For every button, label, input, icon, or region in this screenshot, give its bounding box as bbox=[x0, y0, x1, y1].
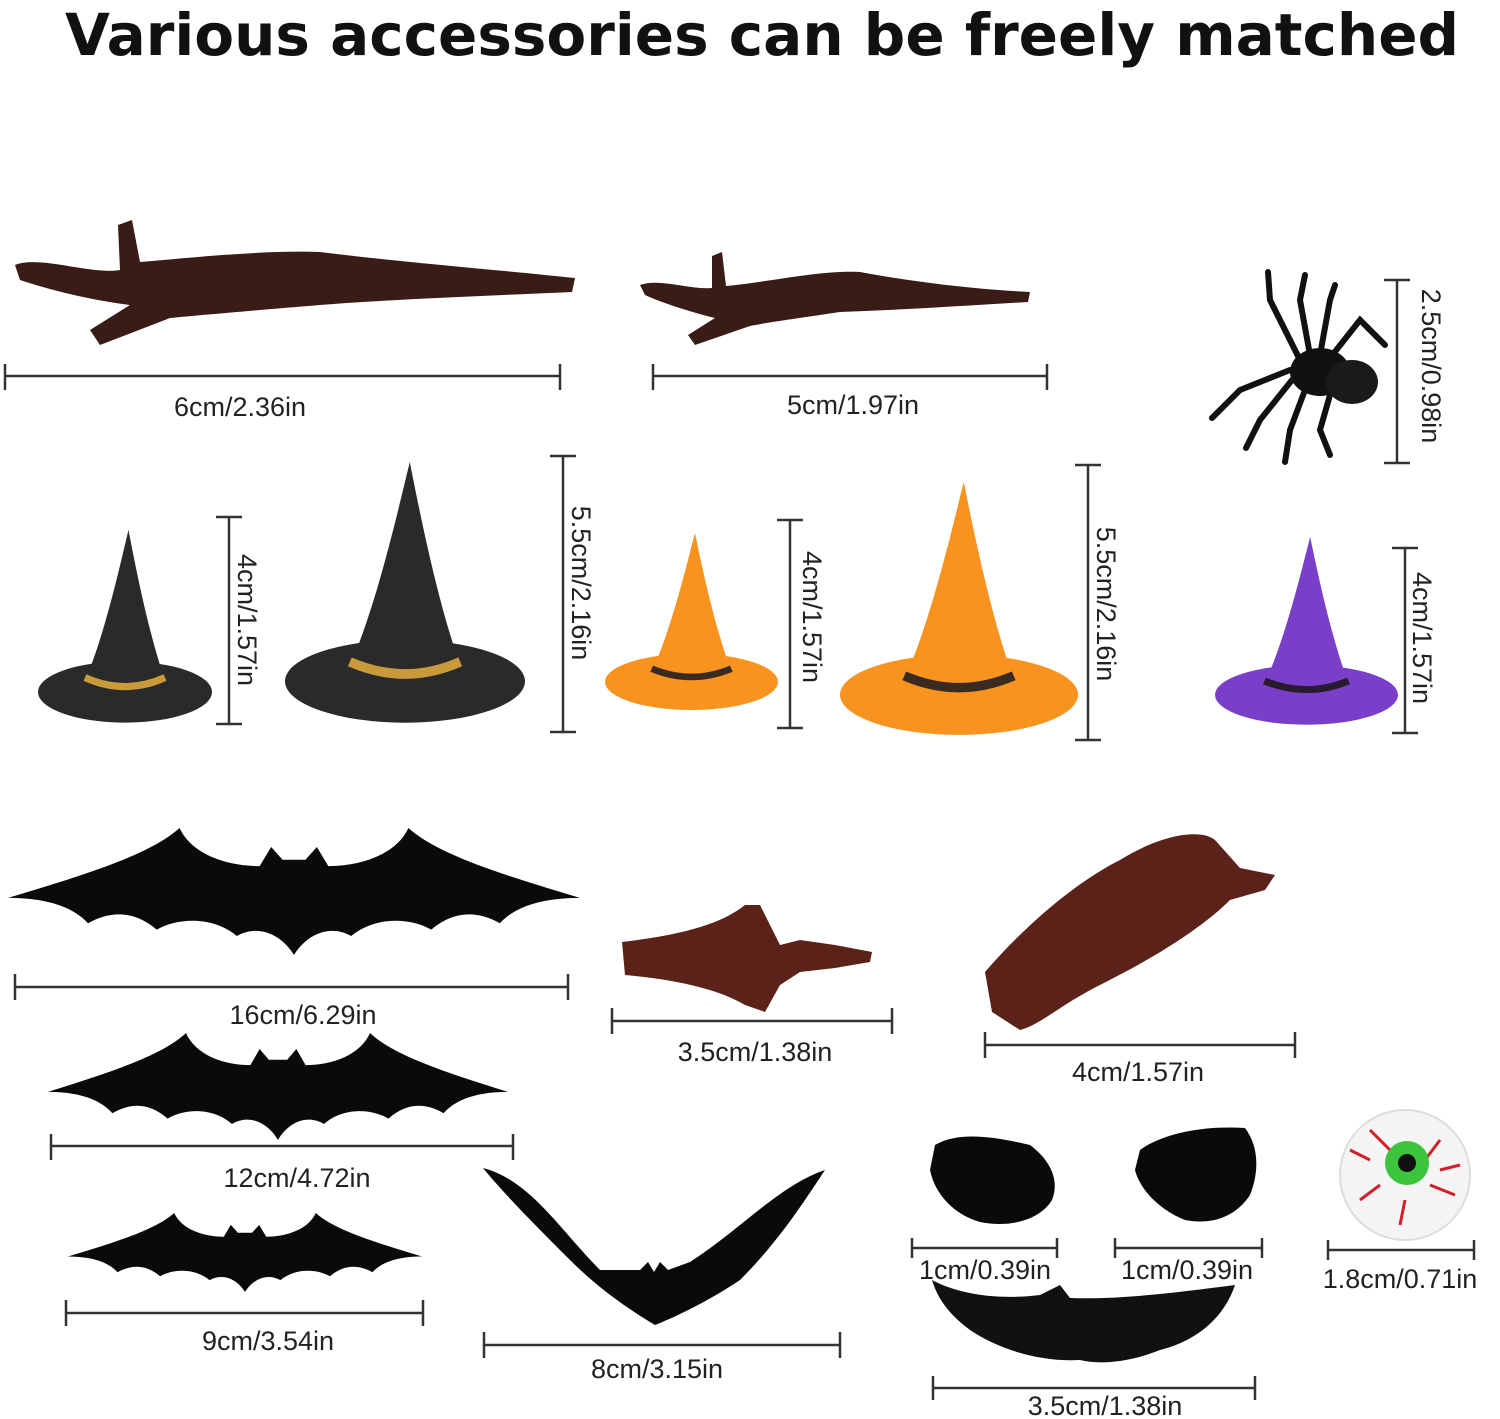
witch-hat-purple bbox=[1215, 537, 1398, 725]
dimension-branch-large: 6cm/2.36in bbox=[3, 364, 562, 422]
witch-hat-black-small bbox=[38, 530, 212, 723]
svg-text:12cm/4.72in: 12cm/4.72in bbox=[223, 1163, 370, 1193]
svg-text:16cm/6.29in: 16cm/6.29in bbox=[229, 1000, 376, 1030]
branch-large bbox=[15, 220, 575, 345]
witch-hat-orange-large bbox=[840, 482, 1078, 735]
page-title: Various accessories can be freely matche… bbox=[65, 1, 1459, 69]
svg-text:6cm/2.36in: 6cm/2.36in bbox=[174, 392, 306, 422]
svg-text:8cm/3.15in: 8cm/3.15in bbox=[591, 1354, 723, 1384]
dimension-bat-8cm: 8cm/3.15in bbox=[482, 1332, 842, 1384]
dimension-hat-orange-small: 4cm/1.57in bbox=[777, 518, 827, 730]
svg-text:5.5cm/2.16in: 5.5cm/2.16in bbox=[1091, 527, 1121, 682]
mouth bbox=[932, 1280, 1235, 1363]
svg-text:1cm/0.39in: 1cm/0.39in bbox=[1121, 1255, 1253, 1285]
dimension-bat-16cm: 16cm/6.29in bbox=[13, 974, 570, 1030]
svg-text:1.8cm/0.71in: 1.8cm/0.71in bbox=[1323, 1264, 1478, 1294]
witch-nose-small bbox=[622, 905, 872, 1012]
svg-text:9cm/3.54in: 9cm/3.54in bbox=[202, 1326, 334, 1356]
eye-right bbox=[1135, 1127, 1257, 1222]
svg-text:3.5cm/1.38in: 3.5cm/1.38in bbox=[678, 1037, 833, 1067]
spider bbox=[1209, 269, 1388, 465]
svg-text:3.5cm/1.38in: 3.5cm/1.38in bbox=[1028, 1391, 1183, 1419]
bat-8cm bbox=[483, 1168, 825, 1325]
bat-12cm bbox=[48, 1033, 508, 1140]
witch-hat-black-large bbox=[285, 462, 525, 723]
branch-small bbox=[640, 252, 1030, 345]
svg-text:4cm/1.57in: 4cm/1.57in bbox=[1072, 1057, 1204, 1087]
svg-text:5cm/1.97in: 5cm/1.97in bbox=[787, 390, 919, 420]
dimension-spider: 2.5cm/0.98in bbox=[1384, 278, 1446, 465]
svg-text:1cm/0.39in: 1cm/0.39in bbox=[919, 1255, 1051, 1285]
eyeball bbox=[1339, 1109, 1471, 1241]
dimension-hat-orange-large: 5.5cm/2.16in bbox=[1075, 463, 1121, 742]
svg-text:2.5cm/0.98in: 2.5cm/0.98in bbox=[1416, 289, 1446, 444]
witch-hat-orange-small bbox=[605, 533, 778, 710]
dimension-hat-black-large: 5.5cm/2.16in bbox=[550, 454, 596, 734]
bat-9cm bbox=[68, 1213, 422, 1292]
eye-left bbox=[930, 1136, 1055, 1224]
svg-text:4cm/1.57in: 4cm/1.57in bbox=[232, 554, 262, 686]
dimension-bat-12cm: 12cm/4.72in bbox=[49, 1134, 515, 1193]
svg-text:4cm/1.57in: 4cm/1.57in bbox=[1407, 572, 1437, 704]
witch-nose-large bbox=[985, 834, 1275, 1030]
bat-16cm bbox=[8, 828, 580, 955]
dimension-nose-large: 4cm/1.57in bbox=[983, 1032, 1297, 1087]
dimension-nose-small: 3.5cm/1.38in bbox=[610, 1008, 894, 1067]
dimension-eye-right: 1cm/0.39in bbox=[1113, 1238, 1264, 1285]
dimension-eye-left: 1cm/0.39in bbox=[910, 1238, 1059, 1285]
dimension-mouth: 3.5cm/1.38in bbox=[931, 1376, 1257, 1419]
dimension-hat-black-small: 4cm/1.57in bbox=[216, 515, 262, 726]
svg-text:5.5cm/2.16in: 5.5cm/2.16in bbox=[566, 506, 596, 661]
dimension-bat-9cm: 9cm/3.54in bbox=[64, 1300, 425, 1356]
dimension-eyeball: 1.8cm/0.71in bbox=[1323, 1240, 1478, 1294]
svg-text:4cm/1.57in: 4cm/1.57in bbox=[797, 551, 827, 683]
dimension-branch-small: 5cm/1.97in bbox=[651, 364, 1049, 420]
dimension-hat-purple: 4cm/1.57in bbox=[1392, 546, 1437, 735]
